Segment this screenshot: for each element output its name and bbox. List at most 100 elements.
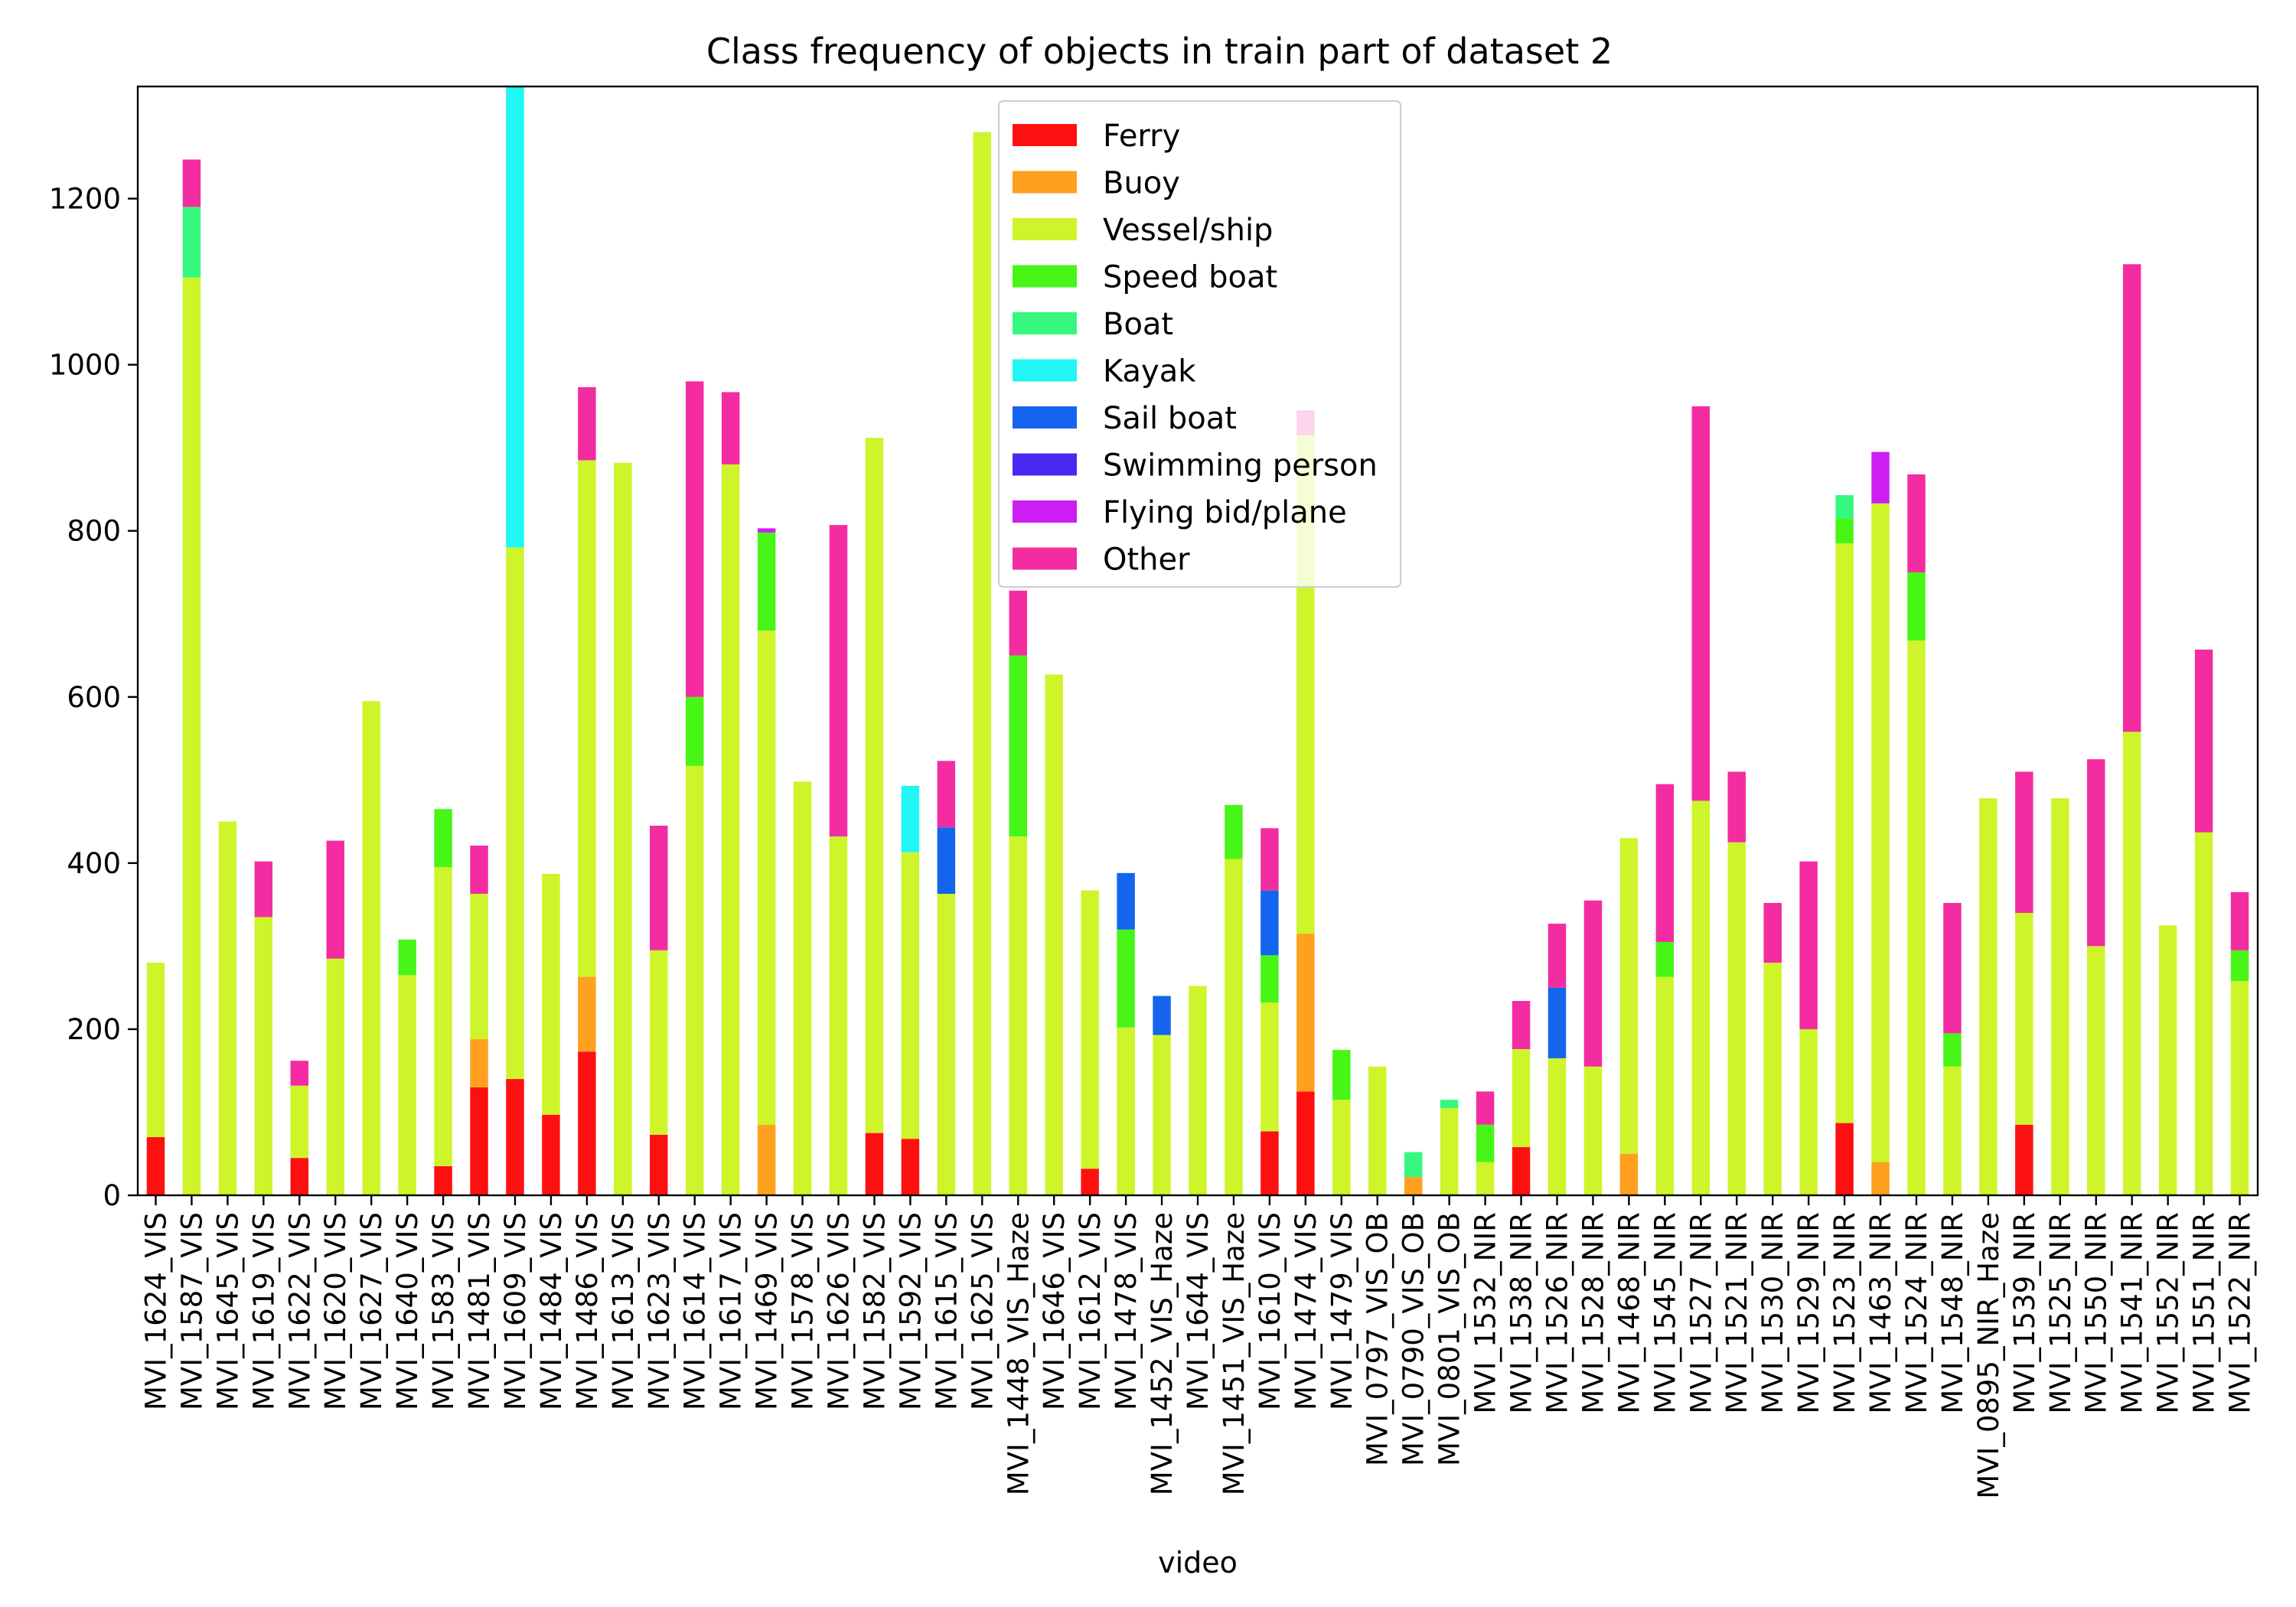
x-tick-label-6: MVI_1627_VIS (355, 1212, 388, 1410)
x-tick-label-1: MVI_1587_VIS (175, 1212, 208, 1410)
bar-segment-9-0 (470, 1087, 488, 1195)
x-tick-label-5: MVI_1620_VIS (319, 1212, 352, 1410)
bar-segment-14-0 (650, 1134, 668, 1195)
bar-segment-50-3 (1943, 1033, 1962, 1067)
bar-segment-34-2 (1368, 1066, 1387, 1195)
bar-segment-4-9 (290, 1061, 308, 1086)
x-tick-label-23: MVI_1625_VIS (966, 1212, 999, 1410)
x-tick-label-9: MVI_1481_VIS (463, 1212, 496, 1410)
legend-box (998, 100, 1401, 588)
bar-segment-15-2 (685, 765, 704, 1195)
bar-segment-2-2 (218, 821, 237, 1195)
legend-label-5: Kayak (1103, 354, 1196, 390)
bar-segment-24-3 (1009, 655, 1027, 837)
legend-label-2: Vessel/ship (1103, 213, 1273, 248)
bar-segment-35-1 (1404, 1177, 1423, 1195)
x-tick-label-45: MVI_1530_NIR (1756, 1212, 1789, 1414)
bar-segment-15-9 (685, 381, 704, 697)
bar-segment-55-9 (2122, 264, 2141, 732)
legend-swatch-2 (1013, 218, 1077, 240)
bar-segment-44-9 (1727, 771, 1746, 843)
bar-segment-33-3 (1332, 1050, 1351, 1100)
chart-title: Class frequency of objects in train part… (706, 31, 1613, 72)
bar-segment-42-9 (1655, 784, 1675, 942)
bar-segment-27-3 (1117, 929, 1135, 1028)
y-tick-label-0: 0 (103, 1179, 121, 1212)
bar-segment-28-6 (1153, 996, 1171, 1035)
bar-segment-47-3 (1835, 518, 1854, 543)
bar-segment-7-2 (398, 975, 416, 1195)
bar-segment-39-6 (1548, 987, 1567, 1058)
x-tick-label-8: MVI_1583_VIS (427, 1212, 460, 1410)
bar-segment-8-3 (434, 809, 452, 868)
legend-label-6: Sail boat (1103, 401, 1237, 436)
bar-segment-36-2 (1440, 1108, 1459, 1195)
bar-segment-42-3 (1655, 941, 1675, 977)
x-tick-label-56: MVI_1552_NIR (2152, 1212, 2185, 1414)
bar-segment-36-4 (1440, 1100, 1459, 1109)
bar-segment-24-9 (1009, 590, 1027, 656)
x-tick-label-16: MVI_1617_VIS (715, 1212, 748, 1410)
bar-segment-20-0 (865, 1133, 884, 1195)
bar-segment-40-9 (1583, 900, 1603, 1067)
bar-segment-0-2 (146, 963, 165, 1138)
x-tick-label-44: MVI_1521_NIR (1720, 1212, 1753, 1414)
x-tick-label-39: MVI_1526_NIR (1541, 1212, 1574, 1414)
x-tick-label-58: MVI_1522_NIR (2224, 1212, 2257, 1414)
x-tick-label-31: MVI_1610_VIS (1254, 1212, 1287, 1410)
bar-segment-45-2 (1763, 963, 1782, 1195)
bar-segment-4-2 (290, 1085, 308, 1159)
bar-segment-30-3 (1225, 804, 1243, 859)
x-tick-label-15: MVI_1614_VIS (679, 1212, 712, 1410)
bars-layer (146, 86, 2249, 1195)
bar-segment-39-2 (1548, 1058, 1567, 1195)
x-tick-label-18: MVI_1578_VIS (787, 1212, 820, 1410)
bar-segment-33-2 (1332, 1100, 1351, 1195)
bar-segment-57-2 (2194, 832, 2213, 1195)
x-tick-label-41: MVI_1468_NIR (1613, 1212, 1645, 1414)
x-tick-label-36: MVI_0801_VIS_OB (1433, 1212, 1466, 1466)
x-tick-label-47: MVI_1523_NIR (1828, 1212, 1861, 1414)
bar-segment-16-2 (721, 464, 740, 1195)
bar-segment-26-0 (1081, 1169, 1099, 1195)
legend-label-8: Flying bid/plane (1103, 495, 1347, 530)
bar-segment-27-6 (1117, 872, 1135, 930)
legend-label-4: Boat (1103, 307, 1173, 342)
bar-segment-46-9 (1799, 861, 1818, 1029)
bar-segment-19-2 (829, 836, 848, 1195)
bar-segment-42-2 (1655, 976, 1675, 1195)
y-tick-label-1200: 1200 (49, 183, 121, 216)
bar-segment-17-8 (757, 528, 776, 533)
bar-segment-32-1 (1296, 934, 1315, 1092)
x-axis-title: video (1158, 1546, 1238, 1579)
bar-segment-28-2 (1153, 1035, 1171, 1195)
bar-segment-11-2 (542, 873, 560, 1115)
bar-segment-12-0 (578, 1051, 596, 1195)
x-tick-label-57: MVI_1551_NIR (2188, 1212, 2221, 1414)
plot-frame (136, 85, 2259, 1197)
bar-segment-5-2 (326, 958, 344, 1195)
x-tick-label-32: MVI_1474_VIS (1290, 1212, 1322, 1410)
legend-label-3: Speed boat (1103, 260, 1277, 295)
bar-segment-37-3 (1476, 1124, 1495, 1162)
legend-label-9: Other (1103, 543, 1190, 578)
bar-segment-47-0 (1835, 1123, 1854, 1195)
x-tick-label-48: MVI_1463_NIR (1864, 1212, 1897, 1414)
bar-segment-55-2 (2122, 732, 2141, 1195)
bar-segment-12-1 (578, 976, 596, 1052)
x-tick-label-53: MVI_1525_NIR (2044, 1212, 2077, 1414)
bar-segment-47-2 (1835, 543, 1854, 1123)
legend-swatch-4 (1013, 312, 1077, 334)
x-tick-label-12: MVI_1486_VIS (571, 1212, 604, 1410)
x-axis: MVI_1624_VIS MVI_1587_VIS MVI_1645_VIS MVI_… (139, 1195, 2257, 1499)
bar-segment-3-2 (254, 917, 273, 1195)
bar-segment-41-1 (1619, 1153, 1639, 1195)
x-tick-label-40: MVI_1528_NIR (1577, 1212, 1609, 1414)
bar-segment-8-2 (434, 867, 452, 1167)
bar-segment-57-9 (2194, 649, 2213, 833)
bar-segment-53-2 (2051, 798, 2069, 1195)
bar-segment-1-4 (182, 207, 201, 278)
bar-segment-50-9 (1943, 902, 1962, 1034)
bar-segment-48-2 (1871, 503, 1890, 1162)
legend-swatch-6 (1013, 406, 1077, 429)
